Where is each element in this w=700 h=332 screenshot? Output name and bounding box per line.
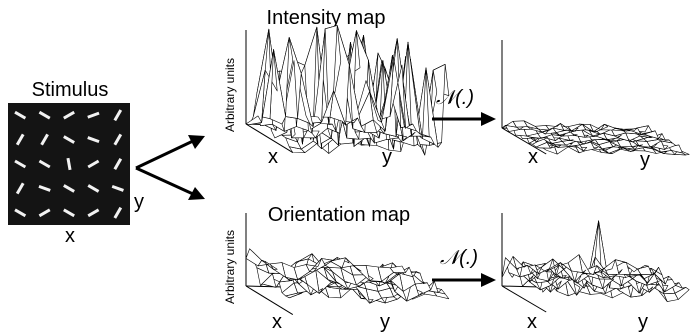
stimulus-bar — [38, 110, 51, 120]
x-axis-line — [245, 285, 294, 316]
surface-cell — [245, 115, 262, 125]
stimulus-bar — [14, 208, 27, 218]
orientation-map-title: Orientation map — [268, 204, 410, 226]
stimulus-bar — [113, 206, 123, 219]
stimulus-bar — [38, 159, 51, 169]
operator-label-top: 𝒩(.) — [436, 87, 474, 109]
normalization-arrow-top — [432, 112, 496, 126]
stimulus-bar — [63, 110, 75, 120]
surface-cell — [501, 256, 517, 278]
stimulus-bar — [14, 110, 27, 120]
orientation-normalized-surface — [501, 213, 690, 313]
x-axis-line — [245, 123, 294, 154]
stimulus-bar — [87, 111, 100, 119]
stimulus-bar — [87, 184, 100, 193]
stimulus-bar — [38, 184, 51, 192]
intensity-map-title: Intensity map — [267, 7, 386, 29]
stimulus-bar — [113, 133, 123, 146]
normalization-arrow-bottom — [432, 273, 496, 287]
intensity-y-label: y — [382, 146, 392, 168]
stimulus-bar — [66, 157, 72, 171]
orientation-z-axis-label: Arbitrary units — [223, 230, 237, 304]
intensity-normalized-y-label: y — [640, 149, 650, 171]
orientation-x-label: x — [272, 311, 282, 332]
stimulus-bar — [63, 135, 75, 144]
stimulus-x-label: x — [65, 225, 75, 247]
stimulus-bar — [15, 182, 25, 195]
stimulus-bar — [87, 208, 100, 218]
intensity-z-axis-label: Arbitrary units — [223, 58, 237, 132]
stimulus-bar — [63, 208, 75, 218]
orientation-surface — [245, 213, 450, 316]
orientation-y-label: y — [380, 311, 390, 332]
stimulus-bar — [87, 159, 100, 169]
stimulus-bar — [63, 184, 75, 193]
intensity-normalized-surface — [501, 40, 690, 156]
stimulus-bar — [113, 158, 123, 170]
stimulus-bar — [113, 109, 123, 122]
stimulus-bar — [38, 208, 51, 218]
intensity-x-label: x — [268, 146, 278, 168]
stimulus-bar — [87, 136, 100, 144]
surface-cell — [245, 248, 262, 267]
stimulus-title: Stimulus — [32, 79, 109, 101]
orientation-normalized-x-label: x — [527, 311, 537, 332]
stimulus-bar — [14, 159, 27, 169]
branch-arrow-up — [135, 135, 205, 170]
surface-cell — [501, 121, 517, 129]
branch-arrow-down — [135, 166, 205, 200]
intensity-normalized-x-label: x — [528, 146, 538, 168]
stimulus-bar — [40, 133, 49, 146]
x-axis-line — [501, 285, 547, 313]
stimulus-bar — [111, 184, 124, 192]
operator-label-bottom: 𝒩(.) — [440, 247, 478, 269]
intensity-surface — [245, 25, 450, 156]
stimulus-y-label: y — [134, 191, 144, 213]
stimulus-bars — [14, 109, 124, 219]
x-axis-line — [501, 127, 547, 155]
stimulus-bar — [15, 133, 25, 146]
orientation-normalized-y-label: y — [638, 311, 648, 332]
